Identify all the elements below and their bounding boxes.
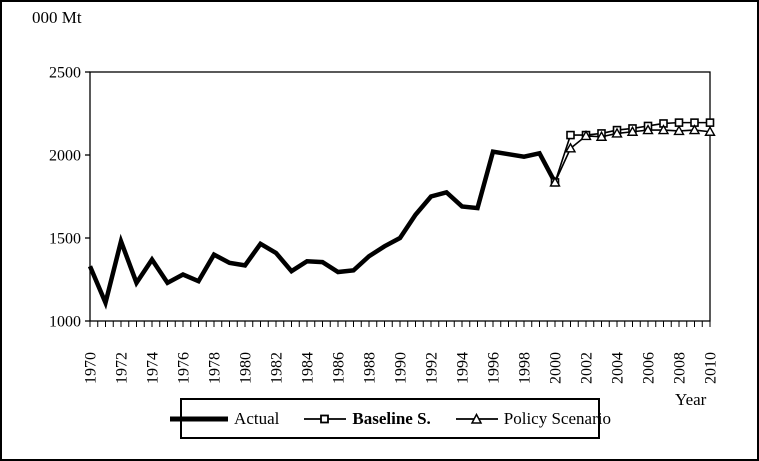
baseline-square-marker [566, 130, 575, 140]
x-axis-tick-label: 2002 [578, 352, 595, 384]
y-axis-tick-label: 2500 [49, 65, 81, 82]
svg-text:1994: 1994 [454, 352, 471, 384]
legend-label-baseline: Baseline S. [352, 408, 431, 428]
legend-box: Actual Baseline S. Policy Scenario [170, 398, 611, 439]
x-axis-tick-label: 2006 [640, 352, 657, 384]
y-axis-tick-label: 2000 [49, 148, 81, 165]
x-axis-tick-label: 1972 [113, 352, 130, 384]
x-axis-tick-label: 1994 [454, 352, 471, 384]
x-axis-tick-label: 1990 [392, 352, 409, 384]
svg-text:1996: 1996 [485, 352, 502, 384]
legend-label-actual: Actual [234, 408, 280, 428]
policy-triangle-marker [673, 125, 685, 136]
policy-triangle-marker [704, 125, 716, 136]
legend-label-policy: Policy Scenario [503, 408, 611, 428]
svg-text:1990: 1990 [392, 352, 409, 384]
x-axis-title: Year [675, 390, 707, 409]
svg-text:1978: 1978 [206, 352, 223, 384]
baseline-square-marker [705, 118, 715, 127]
x-axis-tick-label: 1970 [82, 352, 99, 384]
policy-triangle-marker [642, 124, 654, 135]
x-axis-tick-label: 1986 [330, 352, 347, 384]
x-axis-tick-label: 1998 [516, 352, 533, 384]
policy-triangle-marker [580, 129, 592, 141]
svg-text:2006: 2006 [640, 352, 657, 384]
x-axis-tick-label: 1980 [237, 352, 254, 384]
y-axis-tick-label: 1000 [49, 314, 81, 331]
x-axis-tick-label: 2000 [547, 352, 564, 384]
y-axis-unit-label: 000 Mt [32, 8, 82, 27]
legend-item-policy: Policy Scenario [455, 409, 611, 429]
x-axis-tick-label: 1982 [268, 352, 285, 384]
y-axis-tick-label: 1500 [49, 231, 81, 248]
actual-thick-line-swatch-icon [170, 416, 229, 421]
baseline-square-marker-swatch-icon [304, 414, 347, 423]
series-line-policy-scenario [554, 129, 711, 183]
svg-text:1972: 1972 [113, 352, 130, 384]
policy-triangle-marker [626, 125, 639, 136]
x-axis-tick-label: 1984 [299, 352, 316, 384]
x-axis-tick-label: 1978 [206, 352, 223, 384]
svg-text:1980: 1980 [237, 352, 254, 384]
x-axis-tick-label: 2008 [671, 352, 688, 384]
svg-text:1986: 1986 [330, 352, 347, 384]
policy-triangle-marker [564, 142, 577, 153]
policy-triangle-marker [549, 176, 561, 187]
svg-text:2004: 2004 [609, 352, 626, 384]
x-axis-tick-label: 1974 [144, 352, 161, 384]
svg-text:1974: 1974 [144, 352, 161, 384]
policy-triangle-marker-swatch-icon [455, 412, 498, 424]
policy-triangle-marker [595, 130, 608, 141]
x-axis-tick-label: 2010 [702, 352, 719, 384]
x-axis-tick-label: 2004 [609, 352, 626, 384]
x-axis-tick-label: 1988 [361, 352, 378, 384]
svg-text:1982: 1982 [268, 352, 285, 384]
legend-item-baseline: Baseline S. [303, 408, 431, 429]
svg-text:2002: 2002 [578, 352, 595, 384]
svg-text:1976: 1976 [175, 352, 192, 384]
svg-text:2000: 2000 [547, 352, 564, 384]
policy-triangle-marker [611, 127, 623, 138]
policy-triangle-marker [657, 124, 670, 135]
svg-text:1992: 1992 [423, 352, 440, 384]
svg-text:1984: 1984 [299, 352, 316, 384]
svg-text:1988: 1988 [361, 352, 378, 384]
svg-text:1970: 1970 [82, 352, 99, 384]
plot-border [89, 71, 711, 322]
x-axis-tick-label: 1996 [485, 352, 502, 384]
svg-text:2008: 2008 [671, 352, 688, 384]
policy-triangle-marker [688, 124, 701, 135]
legend-item-actual: Actual [169, 409, 279, 429]
x-axis-tick-label: 1976 [175, 352, 192, 384]
series-line-actual [87, 149, 557, 310]
x-axis-tick-label: 1992 [423, 352, 440, 384]
svg-text:1998: 1998 [516, 352, 533, 384]
svg-text:2010: 2010 [702, 352, 719, 384]
